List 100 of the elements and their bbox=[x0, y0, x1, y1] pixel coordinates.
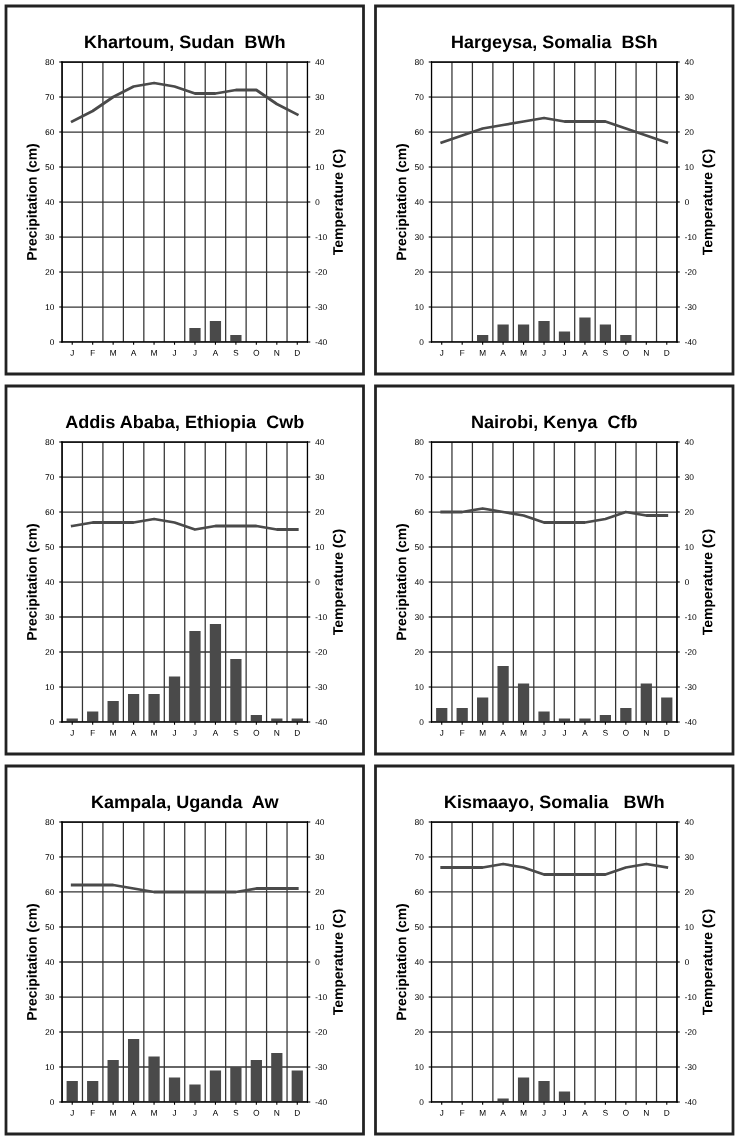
y2-axis-title: Temperature (C) bbox=[332, 909, 346, 1015]
y2-tick-label: -10 bbox=[315, 994, 327, 1001]
y-tick-label: 40 bbox=[414, 579, 424, 586]
x-tick-label: D bbox=[664, 729, 670, 736]
y-axis-title: Precipitation (cm) bbox=[396, 904, 410, 1020]
y2-tick-label: 30 bbox=[315, 474, 325, 481]
x-tick-label: D bbox=[294, 349, 300, 356]
x-tick-label: F bbox=[90, 1109, 95, 1116]
y-tick-label: 0 bbox=[419, 339, 424, 346]
y-tick-label: 80 bbox=[45, 59, 55, 66]
y-tick-label: 30 bbox=[414, 994, 424, 1001]
y2-tick-label: 0 bbox=[684, 959, 689, 966]
x-tick-label: S bbox=[233, 1109, 239, 1116]
x-tick-label: M bbox=[151, 349, 157, 356]
y2-tick-label: 20 bbox=[315, 889, 325, 896]
y2-tick-label: 10 bbox=[685, 924, 694, 931]
x-tick-label: M bbox=[110, 349, 116, 356]
y-tick-label: 50 bbox=[414, 924, 424, 931]
x-tick-label: D bbox=[294, 1109, 300, 1116]
y2-tick-label: -10 bbox=[685, 614, 697, 621]
y2-tick-label: -40 bbox=[685, 339, 697, 346]
y2-tick-label: 40 bbox=[315, 819, 325, 826]
x-tick-label: S bbox=[233, 729, 239, 736]
y2-tick-label: -20 bbox=[315, 1029, 327, 1036]
y2-tick-label: -10 bbox=[685, 234, 697, 241]
x-tick-label: J bbox=[562, 729, 566, 736]
x-tick-label: D bbox=[294, 729, 300, 736]
y-tick-label: 70 bbox=[415, 474, 424, 481]
y-tick-label: 10 bbox=[45, 1064, 55, 1071]
y-tick-label: 50 bbox=[45, 544, 55, 551]
x-tick-label: O bbox=[253, 1109, 260, 1116]
y-tick-label: 10 bbox=[45, 684, 55, 691]
y2-tick-label: -10 bbox=[315, 614, 327, 621]
y2-tick-label: 30 bbox=[315, 94, 325, 101]
y2-tick-label: 40 bbox=[684, 439, 694, 446]
y-tick-label: 80 bbox=[414, 59, 424, 66]
x-tick-label: O bbox=[623, 729, 629, 736]
y2-tick-label: -20 bbox=[685, 1029, 697, 1036]
x-tick-label: J bbox=[542, 349, 546, 356]
y2-tick-label: 40 bbox=[315, 59, 325, 66]
y-axis-title: Precipitation (cm) bbox=[26, 144, 40, 260]
y-tick-label: 30 bbox=[45, 234, 55, 241]
y2-tick-label: 20 bbox=[685, 509, 694, 516]
y-tick-label: 70 bbox=[45, 474, 55, 481]
y-tick-label: 50 bbox=[414, 164, 424, 171]
y-tick-label: 70 bbox=[415, 854, 424, 861]
y-axis-title: Precipitation (cm) bbox=[26, 904, 40, 1020]
x-tick-label: J bbox=[439, 729, 444, 736]
y2-tick-label: -30 bbox=[315, 1064, 327, 1071]
y2-tick-label: 10 bbox=[685, 164, 694, 171]
y2-tick-label: -30 bbox=[685, 684, 697, 691]
y-tick-label: 30 bbox=[45, 614, 55, 621]
y2-tick-label: -30 bbox=[685, 1064, 697, 1071]
x-tick-label: J bbox=[562, 1109, 566, 1116]
y2-tick-label: -30 bbox=[315, 684, 327, 691]
y2-tick-label: -40 bbox=[685, 719, 697, 726]
y2-tick-label: 10 bbox=[685, 544, 694, 551]
chart-title: Hargeysa, Somalia BSh bbox=[452, 35, 657, 52]
y-tick-label: 60 bbox=[45, 129, 55, 136]
y-tick-label: 70 bbox=[415, 94, 424, 101]
x-tick-label: J bbox=[193, 729, 197, 736]
y-tick-label: 60 bbox=[415, 889, 424, 896]
y-tick-label: 70 bbox=[45, 854, 55, 861]
y2-tick-label: 20 bbox=[685, 129, 694, 136]
y-tick-label: 10 bbox=[415, 1064, 424, 1071]
y-tick-label: 40 bbox=[45, 199, 55, 206]
y2-tick-label: 0 bbox=[315, 199, 320, 206]
x-tick-label: A bbox=[500, 349, 506, 356]
y-tick-label: 50 bbox=[414, 544, 424, 551]
y2-tick-label: -10 bbox=[315, 234, 327, 241]
y-tick-label: 20 bbox=[415, 269, 424, 276]
x-tick-label: J bbox=[193, 1109, 197, 1116]
x-tick-label: A bbox=[212, 349, 219, 356]
y2-tick-label: -30 bbox=[315, 304, 327, 311]
y-tick-label: 80 bbox=[45, 439, 55, 446]
x-tick-label: J bbox=[439, 1109, 444, 1116]
x-tick-label: J bbox=[70, 729, 74, 736]
y2-axis-title: Temperature (C) bbox=[332, 149, 346, 255]
x-tick-label: A bbox=[582, 1109, 588, 1116]
y-tick-label: 30 bbox=[414, 234, 424, 241]
y-tick-label: 60 bbox=[415, 129, 424, 136]
x-tick-label: O bbox=[623, 349, 629, 356]
y2-tick-label: -10 bbox=[685, 994, 697, 1001]
x-tick-label: M bbox=[479, 349, 486, 356]
x-tick-label: F bbox=[90, 729, 95, 736]
y-tick-label: 0 bbox=[50, 339, 55, 346]
y-tick-label: 30 bbox=[414, 614, 424, 621]
x-tick-label: O bbox=[623, 1109, 629, 1116]
y-tick-label: 40 bbox=[45, 579, 55, 586]
y2-tick-label: 40 bbox=[684, 819, 694, 826]
y2-tick-label: -40 bbox=[315, 339, 327, 346]
y-tick-label: 50 bbox=[45, 164, 55, 171]
y2-tick-label: 30 bbox=[684, 854, 694, 861]
y-tick-label: 0 bbox=[419, 1099, 424, 1106]
x-tick-label: A bbox=[500, 1109, 506, 1116]
y-tick-label: 20 bbox=[415, 1029, 424, 1036]
chart-title: Nairobi, Kenya Cfb bbox=[472, 415, 637, 432]
y-tick-label: 60 bbox=[45, 509, 55, 516]
y-tick-label: 20 bbox=[45, 1029, 55, 1036]
y2-tick-label: 10 bbox=[315, 924, 325, 931]
